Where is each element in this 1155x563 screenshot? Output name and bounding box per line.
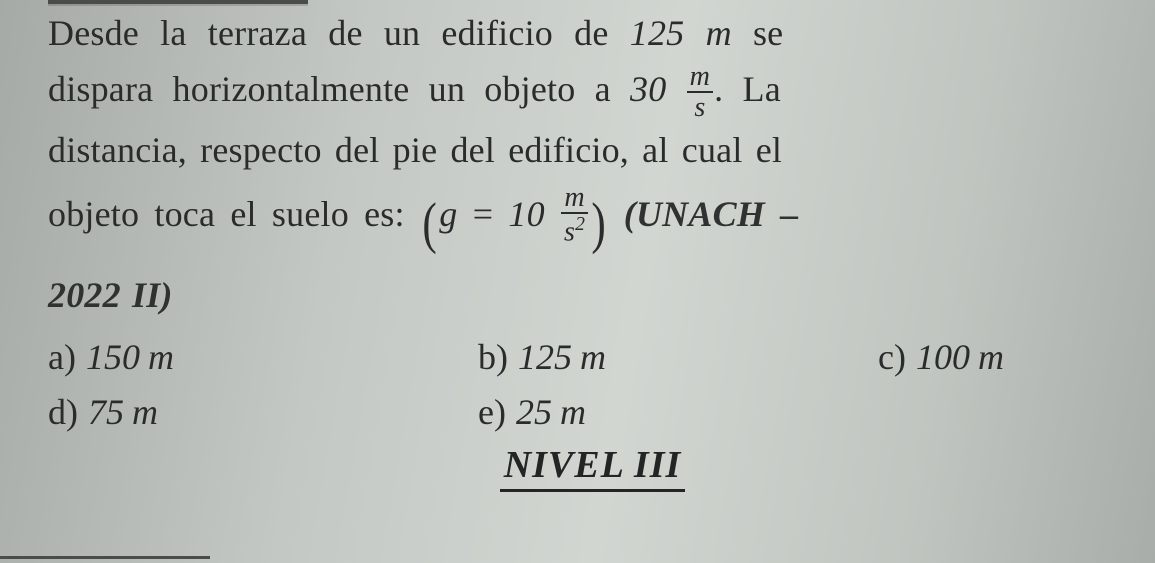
velocity-unit-fraction: ms [687, 62, 713, 123]
page: Desde la terraza de un edificio de 125 m… [0, 0, 1155, 563]
level-heading-wrap: NIVEL III [48, 443, 1137, 492]
options-row: a) 150 m b) 125 m c) 100 m [48, 330, 1137, 386]
fraction-numerator: m [687, 62, 713, 91]
option-value: 150 [86, 330, 140, 386]
option-value: 125 [518, 330, 572, 386]
option-a: a) 150 m [48, 330, 478, 386]
option-d: d) 75 m [48, 385, 478, 441]
option-value: 75 [88, 385, 124, 441]
source-tag-line2: 2022 II) [48, 275, 173, 315]
bottom-rule [0, 556, 210, 559]
fraction-denominator: s2 [561, 212, 588, 247]
text-fragment: dispara horizontalmente un objeto a [48, 69, 630, 109]
option-unit: m [148, 330, 174, 386]
option-label: e) [478, 385, 506, 441]
text-fragment: distancia, respecto del pie del edificio… [48, 123, 1137, 179]
fraction-denominator: s [687, 91, 713, 122]
text-fragment: objeto toca el suelo es: [48, 193, 420, 233]
problem-text: Desde la terraza de un edificio de 125 m… [48, 6, 1137, 324]
paren-open: ( [422, 179, 437, 268]
text-fragment: . La [714, 69, 781, 109]
level-heading: NIVEL III [500, 443, 686, 492]
option-b: b) 125 m [478, 330, 878, 386]
option-label: b) [478, 330, 508, 386]
option-e: e) 25 m [478, 385, 586, 441]
top-rule [48, 0, 308, 4]
equals-sign: = [458, 193, 509, 233]
height-unit: m [706, 13, 732, 53]
option-unit: m [580, 330, 606, 386]
fraction-numerator: m [561, 183, 588, 212]
options-row: d) 75 m e) 25 m [48, 385, 1137, 441]
option-label: a) [48, 330, 76, 386]
option-unit: m [132, 385, 158, 441]
option-unit: m [978, 330, 1004, 386]
option-c: c) 100 m [878, 330, 1004, 386]
option-unit: m [560, 385, 586, 441]
height-value: 125 [630, 13, 685, 53]
g-unit-fraction: ms2 [561, 183, 588, 247]
option-label: c) [878, 330, 906, 386]
velocity-value: 30 [630, 69, 666, 109]
g-label: g [439, 193, 457, 233]
paren-close: ) [592, 179, 607, 268]
option-value: 100 [916, 330, 970, 386]
text-fragment: se [732, 13, 784, 53]
option-label: d) [48, 385, 78, 441]
g-value: 10 [508, 193, 544, 233]
source-tag: (UNACH – [624, 193, 799, 233]
option-value: 25 [516, 385, 552, 441]
text-fragment: Desde la terraza de un edificio de [48, 13, 630, 53]
options-block: a) 150 m b) 125 m c) 100 m d) 75 m e) [48, 330, 1137, 442]
